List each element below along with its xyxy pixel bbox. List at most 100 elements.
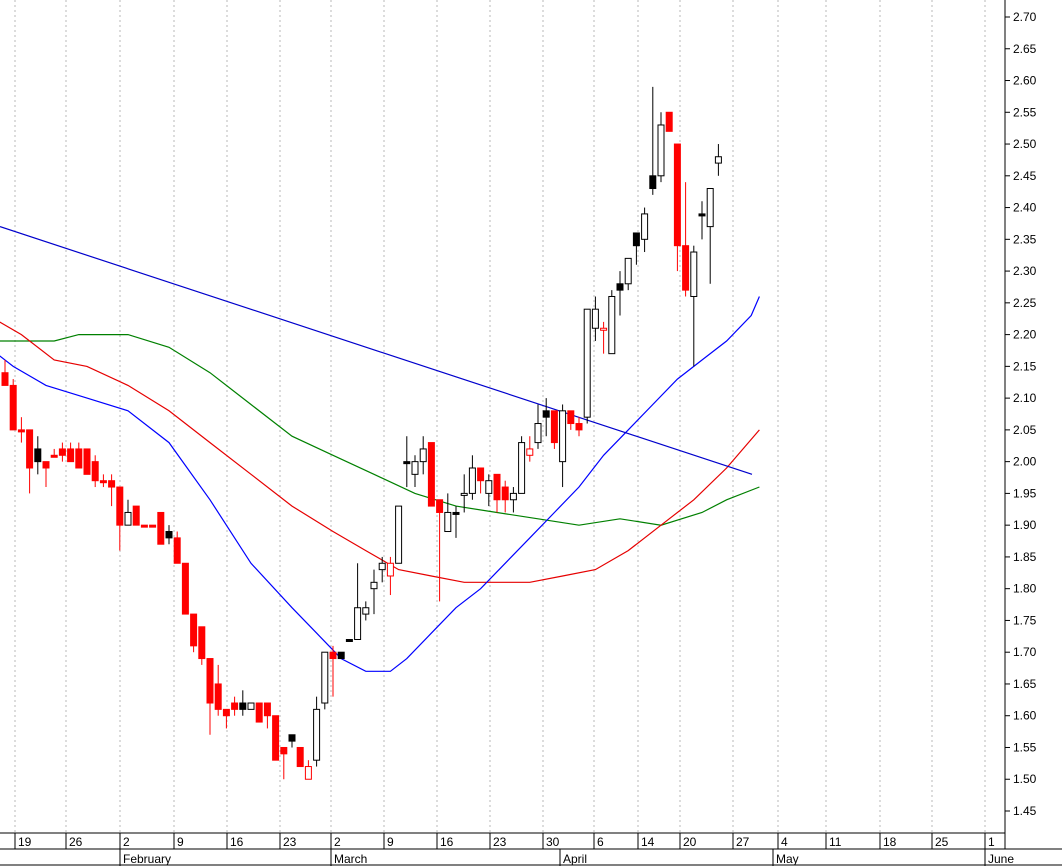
candle: [116, 486, 124, 551]
candle-body: [378, 562, 386, 571]
candle: [485, 474, 493, 507]
candle-body: [140, 524, 148, 528]
price-tick-label: 2.00: [1013, 455, 1037, 469]
candle-body: [436, 499, 444, 513]
candle: [313, 696, 321, 767]
candle-body: [108, 480, 116, 488]
candle: [296, 746, 304, 768]
candle: [263, 702, 271, 729]
candle-body: [313, 708, 321, 761]
month-label: April: [563, 852, 587, 866]
candle-body: [526, 448, 534, 456]
candle: [427, 442, 435, 507]
candle: [247, 702, 255, 710]
candle: [665, 111, 673, 132]
candle-body: [198, 626, 206, 660]
candle: [1, 360, 9, 386]
candle: [444, 493, 452, 533]
candle: [34, 436, 42, 475]
candle: [518, 436, 526, 494]
candle-body: [239, 702, 247, 710]
candle: [124, 499, 132, 526]
candle-body: [34, 448, 42, 463]
candle: [272, 715, 280, 761]
price-tick-label: 2.10: [1013, 391, 1037, 405]
candle: [321, 651, 329, 710]
candle: [501, 480, 509, 513]
price-axis: 2.70 2.65 2.60 2.55 2.50 2.45 2.40 2.35 2.30 2.25…: [1004, 0, 1037, 849]
candle: [583, 308, 591, 424]
candle: [378, 556, 386, 583]
candle: [132, 505, 140, 526]
candle-body: [181, 562, 189, 615]
candle: [17, 417, 25, 443]
candle-body: [263, 702, 271, 717]
date-axis: 19 26 2 9 16 23 2 9 16 23 30 6 14 20 27 4 11 18 25 1 Februar…: [0, 832, 1062, 866]
candle-body: [99, 480, 107, 484]
candle-body: [649, 175, 657, 190]
candle: [42, 461, 50, 488]
candle: [542, 398, 550, 437]
candle-body: [632, 232, 640, 247]
price-tick-label: 1.85: [1013, 550, 1037, 564]
candle-body: [452, 511, 460, 515]
candle-body: [608, 295, 616, 355]
week-tick-label: 19: [18, 835, 32, 849]
week-tick-label: 16: [440, 835, 454, 849]
candle-body: [149, 524, 157, 528]
candle-body: [17, 429, 25, 433]
week-tick-label: 25: [935, 835, 949, 849]
month-label: June: [988, 852, 1014, 866]
candle: [641, 207, 649, 253]
week-tick-label: 11: [829, 835, 842, 849]
candle: [239, 690, 247, 716]
candle: [206, 658, 214, 735]
candle-body: [370, 581, 378, 590]
candle-body: [206, 658, 214, 704]
candle-body: [698, 213, 706, 217]
ma-red-line: [0, 321, 760, 583]
candle: [452, 506, 460, 538]
candle: [67, 442, 75, 463]
week-gridlines: [14, 0, 986, 833]
candle-body: [395, 505, 403, 564]
candle: [559, 404, 567, 488]
candle: [173, 531, 181, 564]
month-label: May: [776, 852, 799, 866]
candle: [157, 511, 165, 545]
candle-body: [9, 384, 17, 431]
candle-body: [690, 251, 698, 297]
candle: [550, 410, 558, 449]
week-tick-label: 26: [69, 835, 83, 849]
candle: [649, 86, 657, 195]
candle: [493, 473, 501, 513]
moving-average-lines: [0, 296, 760, 672]
candle-body: [600, 327, 608, 331]
candle: [608, 290, 616, 355]
candle-body: [288, 734, 296, 742]
price-tick-label: 1.60: [1013, 709, 1037, 723]
candle-body: [83, 448, 91, 475]
candle-body: [714, 156, 722, 164]
week-tick-label: 27: [736, 835, 750, 849]
candle-body: [222, 708, 230, 717]
candle-body: [575, 423, 583, 431]
candle: [190, 613, 198, 653]
candle-body: [493, 473, 501, 501]
candle: [288, 734, 296, 748]
candle: [706, 188, 714, 284]
candle-body: [42, 461, 50, 469]
candle: [99, 474, 107, 488]
candle: [624, 257, 632, 291]
candle: [329, 645, 337, 697]
week-tick-label: 30: [546, 835, 560, 849]
candle: [345, 638, 353, 642]
candle-body: [272, 715, 280, 761]
candle-body: [444, 511, 452, 533]
candle: [698, 201, 706, 240]
candle: [354, 563, 362, 640]
candle: [657, 112, 665, 183]
price-tick-label: 1.90: [1013, 518, 1037, 532]
price-tick-label: 1.80: [1013, 582, 1037, 596]
price-tick-label: 1.95: [1013, 486, 1037, 500]
